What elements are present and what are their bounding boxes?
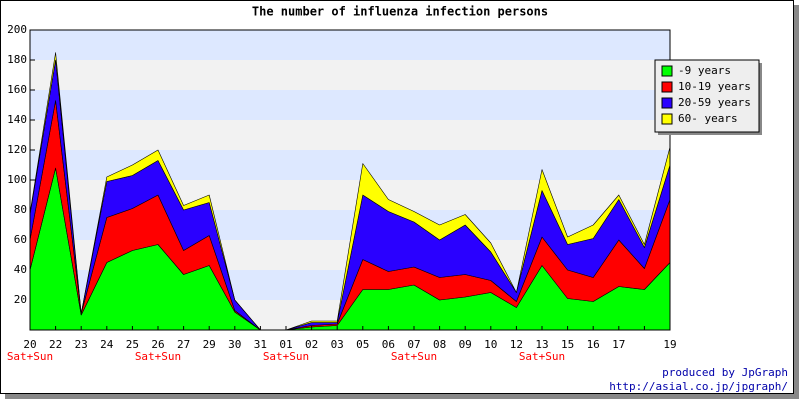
- legend-swatch: [661, 97, 673, 109]
- y-tick-label: 100: [7, 173, 27, 186]
- x-sublabel: Sat+Sun: [391, 350, 437, 363]
- x-tick-label: 03: [331, 338, 344, 351]
- y-tick-label: 80: [14, 203, 27, 216]
- y-tick-label: 160: [7, 83, 27, 96]
- legend-label: -9 years: [678, 64, 731, 77]
- y-tick-label: 20: [14, 293, 27, 306]
- legend-label: 20-59 years: [678, 96, 751, 109]
- legend-label: 60- years: [678, 112, 738, 125]
- x-sublabel: Sat+Sun: [7, 350, 53, 363]
- x-tick-label: 01: [279, 338, 292, 351]
- x-tick-label: 15: [561, 338, 574, 351]
- x-tick-label: 25: [126, 338, 139, 351]
- y-tick-label: 180: [7, 53, 27, 66]
- grid-band: [30, 30, 670, 60]
- x-tick-label: 20: [23, 338, 36, 351]
- chart-title: The number of influenza infection person…: [252, 5, 548, 19]
- x-tick-label: 31: [254, 338, 267, 351]
- y-tick-label: 140: [7, 113, 27, 126]
- x-tick-label: 05: [356, 338, 369, 351]
- x-tick-label: 27: [177, 338, 190, 351]
- x-tick-label: 24: [100, 338, 114, 351]
- x-tick-label: 02: [305, 338, 318, 351]
- x-tick-label: 09: [459, 338, 472, 351]
- x-tick-label: 07: [407, 338, 420, 351]
- legend-label: 10-19 years: [678, 80, 751, 93]
- legend-swatch: [661, 113, 673, 125]
- grid-band: [30, 120, 670, 150]
- x-tick-label: 16: [587, 338, 600, 351]
- x-tick-label: 26: [151, 338, 164, 351]
- legend-swatch: [661, 81, 673, 93]
- x-tick-label: 17: [612, 338, 625, 351]
- x-tick-label: 22: [49, 338, 62, 351]
- x-sublabel: Sat+Sun: [519, 350, 565, 363]
- x-tick-label: 19: [663, 338, 676, 351]
- x-tick-label: 23: [75, 338, 88, 351]
- x-tick-label: 29: [203, 338, 216, 351]
- grid-band: [30, 90, 670, 120]
- x-tick-label: 13: [535, 338, 548, 351]
- y-tick-label: 120: [7, 143, 27, 156]
- x-tick-label: 08: [433, 338, 446, 351]
- x-tick-label: 12: [510, 338, 523, 351]
- x-tick-label: 06: [382, 338, 395, 351]
- grid-band: [30, 60, 670, 90]
- y-tick-label: 200: [7, 23, 27, 36]
- y-tick-label: 60: [14, 233, 27, 246]
- plot-border: [29, 29, 671, 331]
- legend-swatch: [661, 65, 673, 77]
- x-sublabel: Sat+Sun: [135, 350, 181, 363]
- y-tick-label: 40: [14, 263, 27, 276]
- x-tick-label: 30: [228, 338, 241, 351]
- x-sublabel: Sat+Sun: [263, 350, 309, 363]
- credit: produced by JpGraph: [662, 366, 788, 379]
- credit-url: http://asial.co.jp/jpgraph/: [609, 380, 788, 393]
- x-tick-label: 10: [484, 338, 497, 351]
